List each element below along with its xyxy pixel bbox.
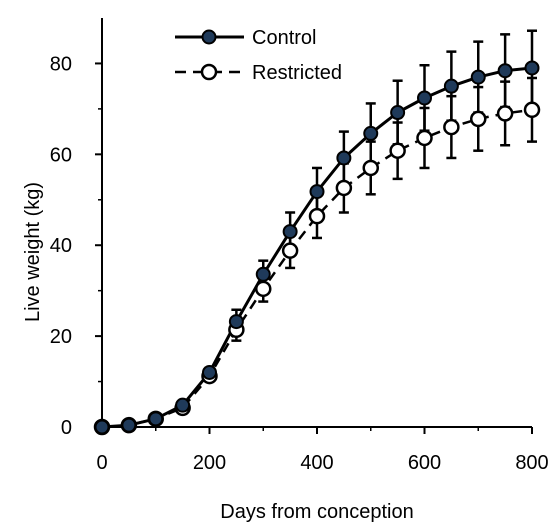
data-point-control [309,184,325,200]
data-point-control [121,417,137,433]
y-tick-label: 20 [50,326,72,348]
data-point-restricted [362,159,379,177]
data-point-restricted [255,280,272,298]
data-point-restricted [308,207,326,225]
data-point-control [417,90,432,106]
legend-label-restricted: Restricted [252,62,342,84]
y-axis-title: Live weight (kg) [22,182,44,322]
data-point-control [470,69,486,85]
error-bars [177,29,537,412]
y-tick-label: 40 [50,235,72,257]
x-tick-label: 0 [96,452,107,474]
data-point-control [390,105,406,121]
x-axis-title: Days from conception [220,501,413,523]
data-point-restricted [416,129,433,147]
legend-marker-restricted [200,63,218,81]
y-tick-label: 60 [50,144,72,166]
data-point-control [148,411,164,427]
x-tick-label: 600 [408,452,441,474]
series-lines [101,66,533,429]
data-point-restricted [470,110,487,128]
data-point-restricted [496,105,514,122]
data-point-control [228,314,244,330]
series-line-restricted [101,108,533,429]
markers [93,60,541,436]
data-point-control [363,125,379,141]
data-point-control [443,78,459,94]
data-point-control [202,364,217,380]
data-point-control [255,266,271,282]
x-tick-label: 800 [515,452,548,474]
legend-label-control: Control [252,27,316,49]
data-point-control [94,419,110,435]
data-point-restricted [335,179,353,197]
legend-item-restricted: Restricted [175,62,342,84]
legend-marker-control [201,29,217,45]
data-point-control [282,224,298,240]
legend: Control Restricted [175,27,342,84]
data-point-control [175,397,191,413]
data-point-restricted [443,118,460,136]
data-point-control [497,63,513,79]
data-point-control [336,150,352,166]
data-point-restricted [523,101,541,119]
data-point-restricted [281,242,299,259]
x-tick-label: 200 [193,452,226,474]
y-tick-label: 80 [50,53,72,75]
legend-item-control: Control [175,27,316,49]
data-point-restricted [389,142,406,159]
y-tick-label: 0 [61,417,72,439]
data-point-control [524,60,540,76]
x-tick-label: 400 [300,452,333,474]
